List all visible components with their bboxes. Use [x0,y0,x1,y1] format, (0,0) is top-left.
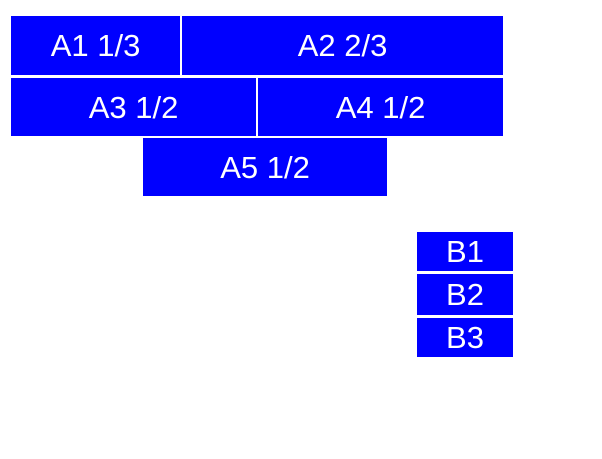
box-b1: B1 [417,232,513,271]
box-a4-label: A4 1/2 [335,89,426,125]
box-b3: B3 [417,318,513,357]
box-a2-label: A2 2/3 [297,28,388,63]
box-b2-label: B2 [446,277,484,312]
box-b1-label: B1 [446,234,484,269]
box-a1: A1 1/3 [11,16,180,75]
box-b2: B2 [417,274,513,315]
box-a3-label: A3 1/2 [88,89,179,125]
box-a2: A2 2/3 [182,16,503,75]
box-a1-label: A1 1/3 [50,28,141,63]
box-b3-label: B3 [446,320,484,355]
box-a3: A3 1/2 [11,78,256,136]
box-a4: A4 1/2 [258,78,503,136]
box-a5-label: A5 1/2 [220,149,310,185]
box-a5: A5 1/2 [143,138,387,196]
